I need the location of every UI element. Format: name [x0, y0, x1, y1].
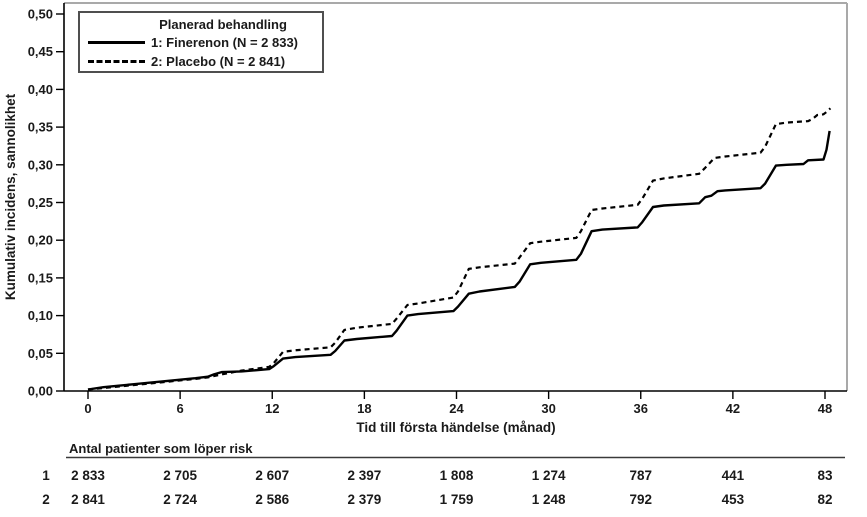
y-tick-label: 0,50: [28, 7, 53, 22]
risk-count-row1-m42: 441: [722, 468, 745, 483]
x-tick-label: 12: [265, 401, 279, 416]
x-axis-title: Tid till första händelse (månad): [356, 420, 555, 435]
risk-count-row2-m18: 2 379: [347, 492, 381, 507]
x-tick-label: 36: [634, 401, 648, 416]
legend-item-label: 2: Placebo (N = 2 841): [151, 54, 286, 69]
risk-count-row1-m30: 1 274: [532, 468, 566, 483]
x-tick-label: 18: [357, 401, 371, 416]
risk-count-row1-m6: 2 705: [163, 468, 197, 483]
risk-count-row1-m0: 2 833: [71, 468, 105, 483]
y-tick-label: 0,00: [28, 384, 53, 399]
risk-count-row2-m0: 2 841: [71, 492, 105, 507]
risk-count-row2-m30: 1 248: [532, 492, 566, 507]
y-tick-label: 0,15: [28, 270, 53, 285]
solid-line-icon: [88, 41, 145, 44]
curve-finerenon: [87, 130, 831, 391]
dashed-line-icon: [88, 60, 145, 63]
curve-placebo: [87, 107, 832, 391]
legend-item-finerenon: 1: Finerenon (N = 2 833): [80, 33, 322, 52]
x-tick-label: 0: [84, 401, 91, 416]
x-tick-label: 24: [449, 401, 464, 416]
risk-count-row2-m48: 82: [817, 492, 832, 507]
y-tick-label: 0,35: [28, 120, 53, 135]
y-tick-label: 0,45: [28, 44, 53, 59]
x-tick-label: 6: [177, 401, 184, 416]
risk-count-row1-m24: 1 808: [440, 468, 474, 483]
survival-curves: [87, 107, 832, 391]
risk-count-row2-m42: 453: [722, 492, 745, 507]
x-tick-label: 42: [726, 401, 740, 416]
legend-item-placebo: 2: Placebo (N = 2 841): [80, 52, 322, 71]
risk-table-numbers: 2 833 2 705 2 607 2 397 1 808 1 274 787 441 83 2 …: [71, 468, 833, 507]
risk-count-row2-m6: 2 724: [163, 492, 197, 507]
y-tick-label: 0,05: [28, 346, 53, 361]
y-tick-label: 0,10: [28, 308, 53, 323]
legend-item-label: 1: Finerenon (N = 2 833): [151, 35, 299, 50]
y-tick-label: 0,20: [28, 233, 53, 248]
risk-count-row2-m36: 792: [629, 492, 652, 507]
y-tick-label: 0,25: [28, 195, 53, 210]
legend-box: Planerad behandling 1: Finerenon (N = 2 …: [78, 11, 324, 73]
y-axis-title: Kumulativ incidens, sannolikhet: [3, 93, 18, 300]
risk-count-row1-m36: 787: [629, 468, 652, 483]
risk-count-row1-m18: 2 397: [347, 468, 381, 483]
legend-title: Planerad behandling: [159, 17, 287, 32]
axis-ticks: 0,00 0,05 0,10 0,15 0,20 0,25 0,30 0,35 0,40 0,45…: [28, 7, 833, 417]
risk-row-label-1: 1: [42, 468, 50, 483]
y-tick-label: 0,30: [28, 157, 53, 172]
risk-count-row2-m12: 2 586: [255, 492, 289, 507]
x-tick-label: 48: [818, 401, 832, 416]
x-tick-label: 30: [541, 401, 555, 416]
risk-count-row1-m12: 2 607: [255, 468, 289, 483]
risk-row-label-2: 2: [42, 492, 50, 507]
plot-frame: [63, 2, 848, 392]
risk-count-row2-m24: 1 759: [440, 492, 474, 507]
y-tick-label: 0,40: [28, 82, 53, 97]
risk-count-row1-m48: 83: [817, 468, 833, 483]
risk-table-title: Antal patienter som löper risk: [69, 441, 253, 456]
